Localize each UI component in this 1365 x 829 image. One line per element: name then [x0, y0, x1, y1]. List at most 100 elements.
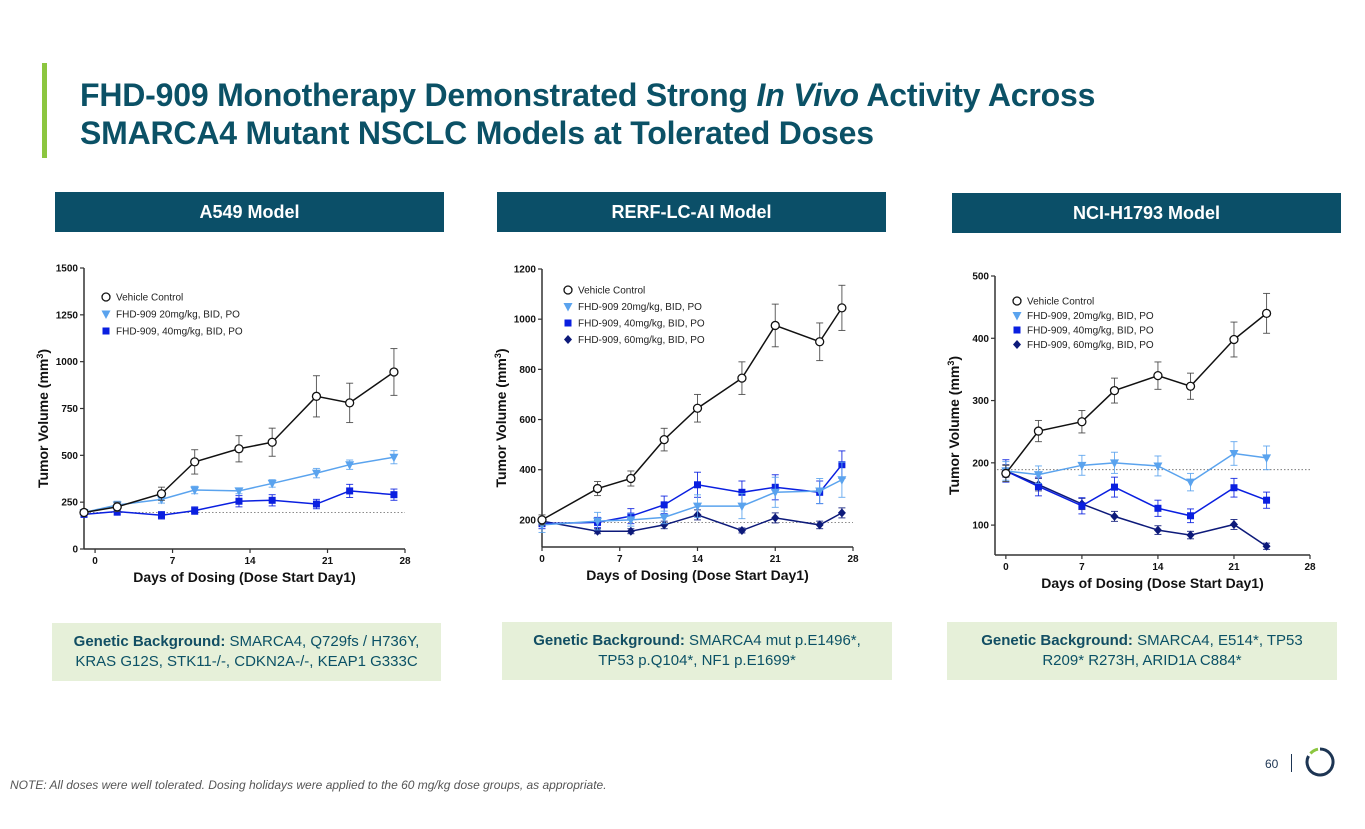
marker-triangle [1033, 471, 1043, 480]
x-tick-label: 14 [692, 554, 704, 565]
legend-item: Vehicle Control [101, 292, 183, 304]
marker-circle [837, 303, 847, 313]
legend-item: Vehicle Control [563, 285, 645, 297]
y-axis-title: Tumor Volume (mm3) [493, 348, 509, 487]
rerf-genetic-background: Genetic Background: SMARCA4 mut p.E1496*… [502, 622, 892, 680]
marker-circle [112, 502, 122, 512]
marker-diamond [1229, 519, 1238, 529]
title-line2: SMARCA4 Mutant NSCLC Models at Tolerated… [80, 115, 874, 151]
series-line [1005, 312, 1268, 474]
legend-label: FHD-909 20mg/kg, BID, PO [116, 310, 240, 321]
x-tick-label: 0 [539, 554, 545, 565]
marker-square [1230, 484, 1238, 492]
y-axis-title: Tumor Volume (mm3) [946, 356, 962, 495]
marker-triangle [1186, 478, 1196, 488]
marker-circle [537, 515, 547, 525]
footnote: NOTE: All doses were well tolerated. Dos… [10, 778, 607, 792]
series-2 [1002, 459, 1271, 524]
y-tick-label: 600 [519, 415, 536, 426]
y-tick-label: 750 [61, 404, 78, 415]
title-italic: In Vivo [756, 77, 860, 113]
close-paren: ) [493, 348, 509, 353]
page-number: 60 [1265, 757, 1279, 771]
marker-square [1187, 512, 1195, 520]
marker-diamond [660, 520, 669, 530]
rerf-chart: 200 400 600 800 1000 1200 0 7 14 21 28 Days of Dosi… [490, 250, 890, 595]
legend-label: Vehicle Control [578, 286, 645, 297]
marker-triangle [1229, 449, 1239, 459]
marker-triangle [267, 479, 277, 489]
series-0 [537, 284, 847, 526]
genetic-text: SMARCA4 mut p.E1496*, TP53 p.Q104*, NF1 … [598, 632, 861, 669]
x-axis-title: Days of Dosing (Dose Start Day1) [586, 567, 809, 583]
marker-circle [234, 444, 244, 454]
series-0 [1001, 292, 1272, 483]
a549-genetic-background: Genetic Background: SMARCA4, Q729fs / H7… [52, 623, 441, 681]
close-paren: ) [946, 356, 962, 361]
legend-label: FHD-909 20mg/kg, BID, PO [578, 302, 702, 313]
y-tick-label: 500 [61, 451, 78, 462]
marker-triangle [659, 513, 669, 523]
marker-square [312, 500, 320, 508]
series-line [1005, 452, 1267, 483]
y-axis-title: Tumor Volume (mm3) [35, 349, 51, 488]
marker-circle [389, 367, 399, 377]
marker-square [268, 496, 276, 504]
marker-circle [770, 320, 780, 331]
y-tick-label: 800 [519, 365, 536, 376]
marker-triangle [1262, 454, 1272, 463]
marker-circle [659, 434, 669, 445]
marker-square [346, 487, 354, 495]
marker-circle [1012, 296, 1022, 306]
marker-diamond [1262, 541, 1271, 551]
marker-square [564, 319, 572, 327]
marker-circle [156, 489, 167, 499]
marker-circle [737, 373, 747, 383]
marker-triangle [563, 303, 573, 312]
marker-circle [1077, 417, 1087, 427]
x-tick-label: 14 [1152, 562, 1164, 573]
superscript: 3 [493, 353, 503, 358]
y-tick-label: 300 [972, 396, 989, 407]
marker-circle [1153, 370, 1163, 381]
y-tick-label: 1500 [56, 264, 79, 275]
marker-triangle [815, 487, 825, 497]
y-tick-label: 250 [61, 498, 78, 509]
legend-item: Vehicle Control [1012, 296, 1094, 308]
nci-chart: 100 200 300 400 500 0 7 14 21 28 Days of Dosing (D… [945, 250, 1345, 595]
y-tick-label: 200 [519, 515, 536, 526]
marker-circle [563, 285, 573, 295]
y-tick-label: 1250 [56, 310, 79, 321]
superscript: 3 [35, 354, 45, 359]
marker-triangle [234, 487, 244, 496]
marker-square [1263, 496, 1271, 504]
slide-title: FHD-909 Monotherapy Demonstrated Strong … [80, 76, 1095, 152]
marker-square [102, 327, 110, 335]
series-1 [1001, 441, 1272, 492]
marker-diamond [837, 508, 846, 518]
marker-diamond [1013, 340, 1021, 349]
legend-item: FHD-909, 40mg/kg, BID, PO [564, 319, 705, 330]
marker-circle [1185, 381, 1196, 391]
legend-item: FHD-909, 60mg/kg, BID, PO [1013, 340, 1154, 351]
marker-square [235, 497, 243, 505]
nci-header: NCI-H1793 Model [952, 193, 1341, 233]
marker-circle [692, 403, 703, 413]
x-tick-label: 21 [1228, 562, 1240, 573]
rerf-header: RERF-LC-AI Model [497, 192, 886, 232]
marker-circle [101, 292, 111, 302]
y-tick-label: 1000 [514, 315, 537, 326]
series-line [541, 479, 843, 526]
legend-item: FHD-909 20mg/kg, BID, PO [563, 302, 702, 313]
marker-square [191, 507, 199, 515]
genetic-label: Genetic Background: [533, 632, 685, 649]
marker-circle [79, 507, 89, 518]
x-axis-title: Days of Dosing (Dose Start Day1) [133, 569, 356, 585]
genetic-text: SMARCA4, E514*, TP53 R209* R273H, ARID1A… [1042, 632, 1303, 669]
y-tick-label: 200 [972, 458, 989, 469]
legend-label: FHD-909, 60mg/kg, BID, PO [578, 335, 705, 346]
x-tick-label: 28 [399, 556, 411, 567]
series-0 [79, 348, 399, 518]
genetic-text: SMARCA4, Q729fs / H736Y, KRAS G12S, STK1… [75, 633, 420, 670]
y-tick-label: 500 [972, 272, 989, 283]
